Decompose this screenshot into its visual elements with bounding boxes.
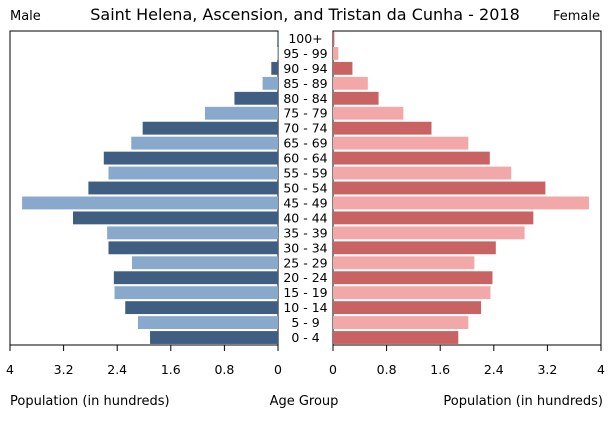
male-bar	[277, 32, 279, 45]
female-bar	[333, 151, 490, 165]
male-bar	[271, 61, 278, 75]
male-bars-group	[22, 32, 279, 344]
age-group-label: 95 - 99	[283, 46, 327, 61]
age-group-axis-label: Age Group	[270, 394, 339, 409]
female-x-tick-label: 0.8	[377, 362, 397, 377]
male-bar	[88, 181, 278, 195]
age-group-label: 85 - 89	[283, 76, 327, 91]
male-bar	[204, 106, 278, 120]
female-x-tick-label: 2.4	[484, 362, 504, 377]
age-group-label: 65 - 69	[283, 136, 327, 151]
female-bar	[333, 136, 469, 150]
male-x-axis-label: Population (in hundreds)	[10, 394, 170, 409]
male-bar	[108, 241, 279, 255]
age-group-label: 25 - 29	[283, 255, 327, 270]
male-x-tick-label: 4	[6, 362, 14, 377]
male-side-label: Male	[10, 9, 41, 24]
age-group-label: 70 - 74	[283, 121, 327, 136]
male-bar	[114, 286, 279, 300]
male-bar	[234, 91, 278, 105]
male-bar	[72, 211, 278, 225]
male-bar	[125, 301, 279, 315]
female-x-tick-label: 1.6	[430, 362, 450, 377]
age-group-label: 15 - 19	[283, 285, 327, 300]
male-bar	[22, 196, 279, 210]
female-bar	[333, 32, 335, 45]
female-bar	[333, 91, 379, 105]
male-x-tick-label: 1.6	[161, 362, 181, 377]
female-x-axis: 0 0.8 1.6 2.4 3.2 4	[329, 345, 605, 377]
age-group-label: 80 - 84	[283, 91, 327, 106]
female-bar	[333, 61, 353, 75]
age-group-label: 100+	[288, 31, 322, 46]
female-bar	[333, 331, 459, 344]
female-x-axis-label: Population (in hundreds)	[443, 394, 603, 409]
age-group-label: 75 - 79	[283, 106, 327, 121]
male-bar	[150, 331, 278, 344]
age-group-label: 0 - 4	[291, 330, 319, 345]
age-group-label: 20 - 24	[283, 270, 327, 285]
female-bar	[333, 256, 475, 270]
female-bar	[333, 241, 496, 255]
female-bar	[333, 286, 491, 300]
age-group-label: 55 - 59	[283, 166, 327, 181]
male-bar	[131, 256, 278, 270]
male-bar	[262, 76, 278, 90]
female-bar	[333, 106, 404, 120]
female-bar	[333, 166, 512, 180]
female-x-tick-label: 4	[597, 362, 605, 377]
male-bar	[277, 46, 279, 60]
female-bar	[333, 196, 589, 210]
male-bar	[131, 136, 278, 150]
male-bar	[142, 121, 278, 135]
female-bar	[333, 316, 469, 330]
age-group-label: 10 - 14	[283, 300, 327, 315]
female-bar	[333, 271, 493, 285]
male-x-axis: 0 0.8 1.6 2.4 3.2 4	[6, 345, 282, 377]
male-x-tick-label: 0	[274, 362, 282, 377]
male-bar	[107, 226, 279, 240]
age-group-label: 60 - 64	[283, 151, 327, 166]
age-group-label: 50 - 54	[283, 181, 327, 196]
male-x-tick-label: 0.8	[214, 362, 234, 377]
age-group-label: 45 - 49	[283, 195, 327, 210]
male-bar	[108, 166, 279, 180]
female-bar	[333, 226, 525, 240]
age-group-label: 35 - 39	[283, 225, 327, 240]
female-bar	[333, 211, 534, 225]
female-bar	[333, 121, 432, 135]
female-x-tick-label: 0	[329, 362, 337, 377]
male-x-tick-label: 3.2	[54, 362, 74, 377]
male-bar	[137, 316, 278, 330]
age-group-label: 40 - 44	[283, 210, 327, 225]
chart-title: Saint Helena, Ascension, and Tristan da …	[90, 5, 520, 24]
female-side-label: Female	[553, 9, 600, 24]
female-bar	[333, 76, 368, 90]
male-bar	[113, 271, 278, 285]
age-group-label: 5 - 9	[291, 315, 319, 330]
age-group-label: 90 - 94	[283, 61, 327, 76]
female-bar	[333, 46, 339, 60]
male-x-tick-label: 2.4	[107, 362, 127, 377]
female-bar	[333, 181, 546, 195]
female-x-tick-label: 3.2	[537, 362, 557, 377]
female-bar	[333, 301, 482, 315]
age-group-label: 30 - 34	[283, 240, 327, 255]
male-bar	[103, 151, 278, 165]
female-bars-group	[333, 32, 589, 344]
